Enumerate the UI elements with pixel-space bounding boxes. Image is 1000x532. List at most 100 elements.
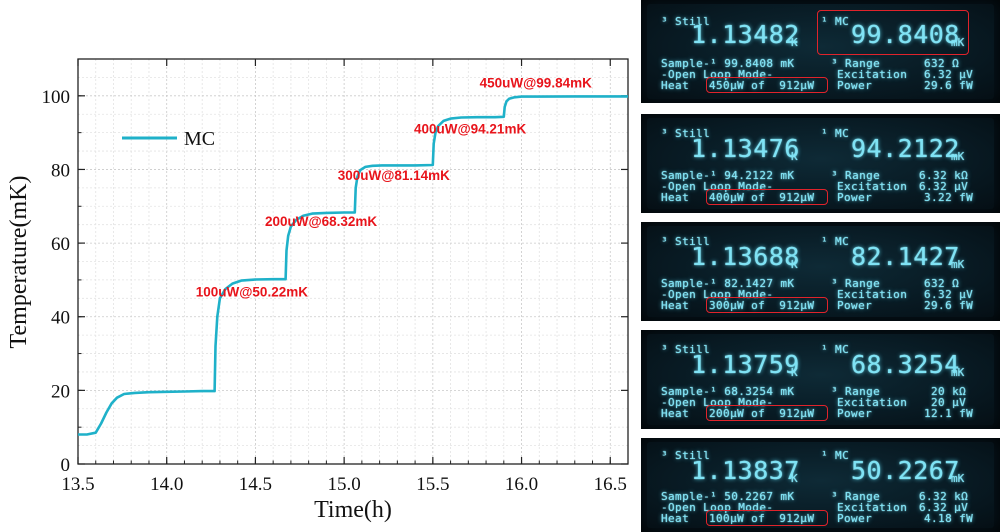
still-unit: K	[791, 366, 798, 379]
mc-value: 50.2267	[851, 456, 960, 485]
still-value: 1.13688	[691, 242, 800, 271]
range-label: ³ Range	[831, 385, 881, 398]
excitation-value: 6.32 µV	[924, 68, 974, 81]
loop-mode: -Open Loop Mode-	[661, 396, 774, 409]
heat-value: 450µW of 912µW	[709, 79, 815, 92]
range-label: ³ Range	[831, 277, 881, 290]
axis-ticks	[77, 58, 629, 465]
power-value: 12.1 fW	[924, 407, 974, 420]
x-tick-label: 14.0	[150, 474, 183, 495]
power-value: 4.18 fW	[924, 512, 974, 525]
heat-value-highlight	[706, 405, 828, 421]
y-tick-label: 20	[51, 381, 70, 402]
series-line-mc	[78, 95, 628, 436]
annotation-label: 100uW@50.22mK	[196, 284, 308, 299]
x-tick-label: 15.0	[328, 474, 361, 495]
power-value: 29.6 fW	[924, 299, 974, 312]
still-label: ³ Still	[661, 449, 711, 462]
excitation-label: Excitation	[837, 68, 908, 81]
y-tick-label: 80	[51, 160, 70, 181]
heat-value-highlight	[706, 297, 828, 313]
readout-panel: ³ Still 1.13837 K ¹ MC 50.2267 mK Sample…	[641, 438, 1000, 532]
heat-value: 300µW of 912µW	[709, 299, 815, 312]
heat-label: Heat	[661, 512, 690, 525]
excitation-label: Excitation	[837, 396, 908, 409]
sample-line: Sample-¹ 94.2122 mK	[661, 169, 795, 182]
annotations: 100uW@50.22mK 200uW@68.32mK 300uW@81.14mK 4…	[196, 75, 592, 299]
mc-value: 82.1427	[851, 242, 960, 271]
readout-panel: ³ Still 1.13759 K ¹ MC 68.3254 mK Sample…	[641, 330, 1000, 429]
still-label: ³ Still	[661, 343, 711, 356]
y-axis-title: Temperature(mK)	[6, 176, 32, 349]
mc-unit: mK	[951, 472, 965, 485]
temperature-chart: 13.5 14.0 14.5 15.0 15.5 16.0 16.5 0 20 40 60 80 100…	[6, 58, 629, 523]
range-value: 6.32 kΩ	[919, 490, 969, 503]
mc-label: ¹ MC	[821, 235, 850, 248]
mc-unit: mK	[951, 366, 965, 379]
excitation-label: Excitation	[837, 288, 908, 301]
mc-value: 94.2122	[851, 134, 960, 163]
annotation-label: 400uW@94.21mK	[414, 121, 526, 136]
mc-value-highlight	[817, 10, 969, 55]
grid-lines	[77, 58, 629, 465]
excitation-value: 6.32 µV	[919, 501, 969, 514]
x-tick-label: 15.5	[416, 474, 449, 495]
range-label: ³ Range	[831, 490, 881, 503]
mc-label: ¹ MC	[821, 15, 850, 28]
still-unit: K	[791, 36, 798, 49]
heat-label: Heat	[661, 299, 690, 312]
heat-label: Heat	[661, 191, 690, 204]
loop-mode: -Open Loop Mode-	[661, 180, 774, 193]
x-tick-label: 14.5	[239, 474, 272, 495]
x-axis-title: Time(h)	[314, 497, 392, 523]
still-unit: K	[791, 472, 798, 485]
legend: MC	[122, 128, 215, 150]
heat-value: 400µW of 912µW	[709, 191, 815, 204]
sample-line: Sample-¹ 82.1427 mK	[661, 277, 795, 290]
range-value: 632 Ω	[924, 57, 960, 70]
mc-unit: mK	[951, 258, 965, 271]
annotation-label: 450uW@99.84mK	[480, 75, 592, 90]
heat-label: Heat	[661, 79, 690, 92]
sample-line: Sample-¹ 99.8408 mK	[661, 57, 795, 70]
annotation-label: 200uW@68.32mK	[265, 214, 377, 229]
range-label: ³ Range	[831, 57, 881, 70]
still-unit: K	[791, 150, 798, 163]
readout-panel: ³ Still 1.13482 K ¹ MC 99.8408 mK Sample…	[641, 0, 1000, 103]
heat-value-highlight	[706, 189, 828, 205]
y-tick-label: 100	[42, 87, 71, 108]
heat-value-highlight	[706, 510, 828, 526]
loop-mode: -Open Loop Mode-	[661, 68, 774, 81]
tick-labels: 13.5 14.0 14.5 15.0 15.5 16.0 16.5 0 20 40 60 80 100	[42, 87, 627, 495]
range-value: 20 kΩ	[931, 385, 967, 398]
mc-label: ¹ MC	[821, 449, 850, 462]
mc-unit: mK	[951, 150, 965, 163]
power-label: Power	[837, 79, 873, 92]
x-tick-label: 16.0	[505, 474, 538, 495]
y-tick-label: 60	[51, 234, 70, 255]
power-value: 3.22 fW	[924, 191, 974, 204]
legend-label-mc: MC	[184, 128, 215, 150]
still-value: 1.13759	[691, 350, 800, 379]
heat-label: Heat	[661, 407, 690, 420]
still-value: 1.13482	[691, 20, 800, 49]
excitation-label: Excitation	[837, 501, 908, 514]
annotation-label: 300uW@81.14mK	[338, 168, 450, 183]
still-label: ³ Still	[661, 235, 711, 248]
excitation-value: 6.32 µV	[924, 288, 974, 301]
x-tick-label: 13.5	[61, 474, 94, 495]
power-label: Power	[837, 407, 873, 420]
mc-value: 99.8408	[851, 20, 960, 49]
still-label: ³ Still	[661, 15, 711, 28]
readout-panel: ³ Still 1.13476 K ¹ MC 94.2122 mK Sample…	[641, 114, 1000, 213]
still-value: 1.13837	[691, 456, 800, 485]
heat-value-highlight	[706, 77, 828, 93]
readout-panel: ³ Still 1.13688 K ¹ MC 82.1427 mK Sample…	[641, 222, 1000, 321]
plot-frame	[77, 58, 629, 465]
mc-value: 68.3254	[851, 350, 960, 379]
y-tick-label: 40	[51, 308, 70, 329]
loop-mode: -Open Loop Mode-	[661, 501, 774, 514]
sample-line: Sample-¹ 68.3254 mK	[661, 385, 795, 398]
power-label: Power	[837, 299, 873, 312]
y-tick-label: 0	[61, 455, 71, 476]
